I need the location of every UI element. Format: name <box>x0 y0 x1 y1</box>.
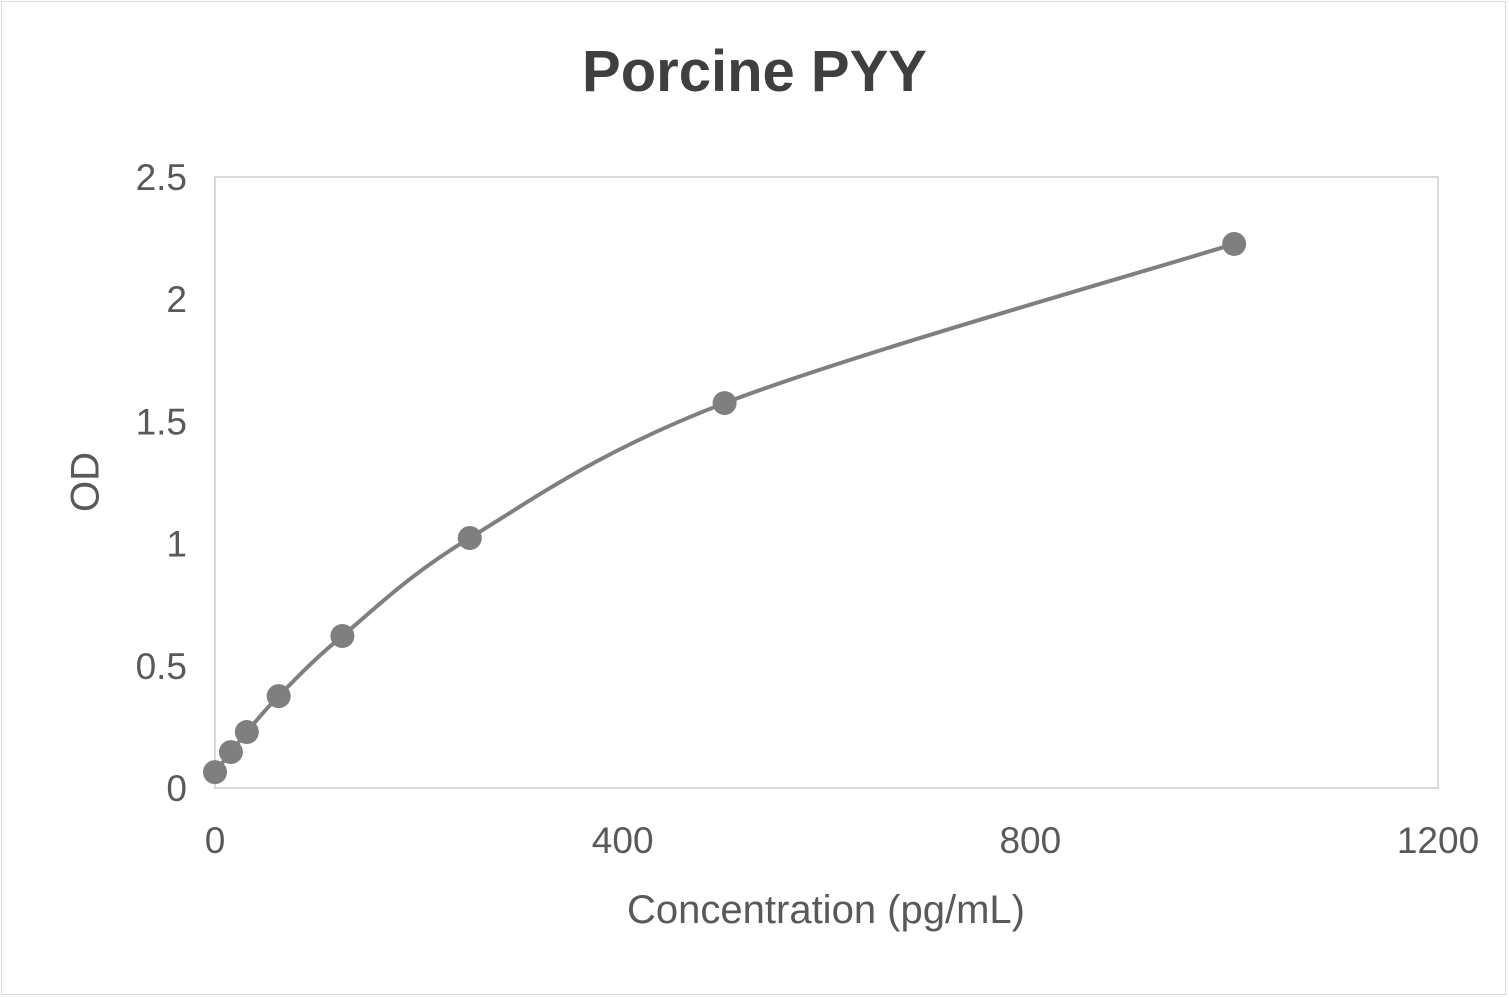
y-tick-label: 2 <box>166 279 187 320</box>
y-tick-label: 0 <box>166 768 187 809</box>
x-tick-label: 800 <box>999 820 1061 861</box>
data-point-marker <box>1222 231 1247 256</box>
y-axis-ticks: 0 0.5 1 1.5 2 2.5 <box>136 157 187 809</box>
data-point-marker <box>234 720 259 745</box>
x-tick-label: 0 <box>205 820 226 861</box>
x-tick-label: 400 <box>592 820 654 861</box>
y-tick-label: 1 <box>166 524 187 565</box>
y-tick-label: 2.5 <box>136 157 187 198</box>
data-point-marker <box>266 684 291 709</box>
data-point-marker <box>330 623 355 648</box>
x-axis-label: Concentration (pg/mL) <box>627 888 1025 932</box>
data-point-marker <box>457 525 482 550</box>
series-markers <box>203 231 1247 785</box>
plot-border <box>214 176 1439 789</box>
x-axis-ticks: 0 400 800 1200 <box>205 820 1479 861</box>
y-tick-label: 0.5 <box>136 646 187 687</box>
data-point-marker <box>218 740 243 765</box>
series-line <box>213 242 1235 774</box>
chart-title: Porcine PYY <box>582 39 927 104</box>
data-point-marker <box>203 760 227 785</box>
data-point-marker <box>712 391 737 416</box>
y-tick-label: 1.5 <box>136 401 187 442</box>
x-tick-label: 1200 <box>1397 820 1479 861</box>
